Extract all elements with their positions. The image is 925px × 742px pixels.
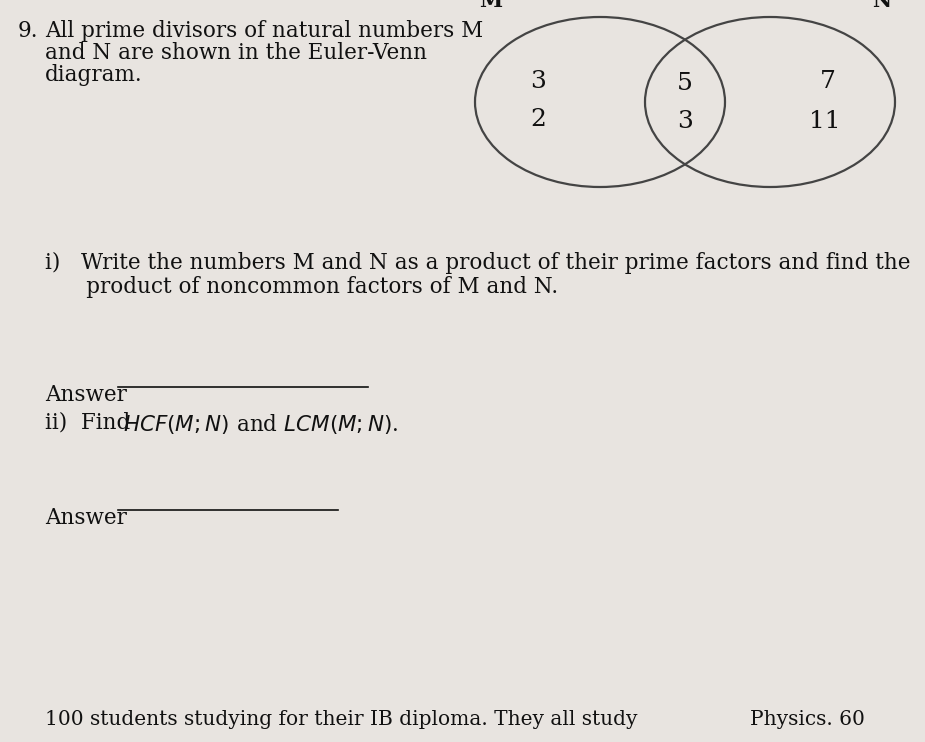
- Text: 5: 5: [677, 73, 693, 96]
- Text: 9.: 9.: [18, 20, 39, 42]
- Text: ii)  Find: ii) Find: [45, 412, 137, 434]
- Text: Answer: Answer: [45, 507, 127, 529]
- Text: M: M: [479, 0, 502, 11]
- Text: 11: 11: [809, 111, 841, 134]
- Text: 7: 7: [820, 70, 836, 93]
- Text: Answer: Answer: [45, 384, 127, 406]
- Text: N: N: [872, 0, 891, 11]
- Text: diagram.: diagram.: [45, 64, 142, 86]
- Text: 100 students studying for their IB diploma. They all study: 100 students studying for their IB diplo…: [45, 710, 637, 729]
- Text: i)   Write the numbers M and N as a product of their prime factors and find the: i) Write the numbers M and N as a produc…: [45, 252, 910, 274]
- Text: 2: 2: [530, 108, 546, 131]
- Text: All prime divisors of natural numbers M: All prime divisors of natural numbers M: [45, 20, 483, 42]
- Text: product of noncommon factors of M and N.: product of noncommon factors of M and N.: [45, 276, 558, 298]
- Text: Physics. 60: Physics. 60: [750, 710, 865, 729]
- Text: and N are shown in the Euler-Venn: and N are shown in the Euler-Venn: [45, 42, 427, 64]
- Text: $\mathit{HCF}(M;N)$ and $\mathit{LCM}(M;N)$.: $\mathit{HCF}(M;N)$ and $\mathit{LCM}(M;…: [123, 412, 399, 436]
- Text: 3: 3: [530, 70, 546, 93]
- Text: 3: 3: [677, 111, 693, 134]
